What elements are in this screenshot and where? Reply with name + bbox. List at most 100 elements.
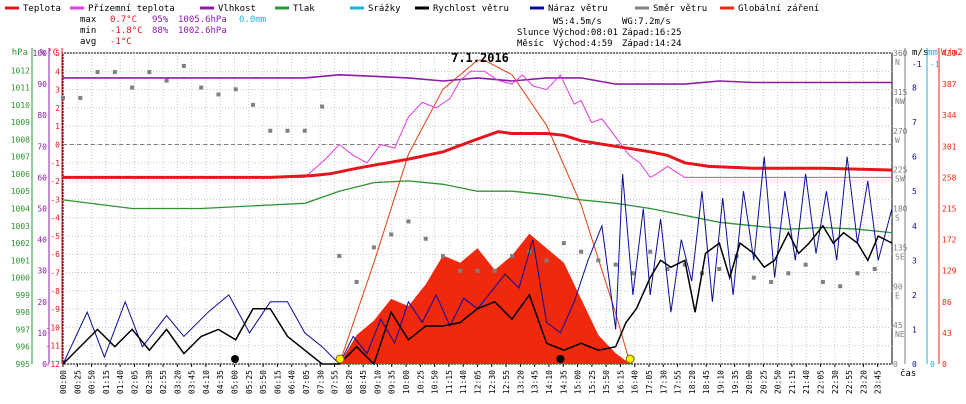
y-tick-label: 1008 [11, 135, 30, 144]
x-tick-label: 17:55 [674, 370, 683, 394]
info-moon-set: Západ:14:24 [622, 39, 682, 49]
wind-tick-label: 2 [912, 291, 917, 300]
legend-label: Přízemní teplota [88, 4, 175, 14]
x-tick-label: 01:15 [102, 370, 111, 394]
axis-unit-ms: m/s [912, 48, 928, 58]
legend-label: Globální záření [738, 4, 819, 14]
axis-unit-wm2: W/m2 [941, 48, 963, 58]
wind-direction-point [786, 271, 791, 276]
wind-direction-point [233, 87, 238, 92]
y-tick-label: 1010 [11, 101, 30, 110]
y-tick-label: 1000 [11, 274, 30, 283]
y-tick-label: 70 [37, 142, 47, 151]
dir-tick-label: 90 [893, 282, 903, 291]
series-humidity [63, 73, 892, 85]
wind-direction-point [164, 78, 169, 83]
x-tick-label: 18:20 [688, 370, 697, 394]
x-tick-label: 13:20 [516, 370, 525, 394]
wind-direction-point [250, 102, 255, 107]
rad-tick-label: 172 [942, 236, 957, 245]
dir-tick-dir: NE [895, 330, 905, 339]
x-tick-label: 16:40 [631, 370, 640, 394]
y-tick-label: -5 [50, 232, 60, 241]
x-tick-label: 13:45 [531, 370, 540, 394]
y-tick-label: -2 [50, 177, 60, 186]
x-tick-label: 03:45 [188, 370, 197, 394]
x-tick-label: 21:15 [788, 370, 797, 394]
x-tick-label: 14:35 [559, 370, 568, 394]
sun-marker [335, 354, 345, 364]
dir-tick-label: 135 [893, 243, 908, 252]
stat-humidity: 88% [152, 26, 169, 36]
info-sun-label: Slunce [517, 28, 550, 38]
wind-direction-point [199, 85, 204, 90]
wind-direction-point [803, 262, 808, 267]
stat-label: max [80, 15, 97, 25]
y-tick-label: 2 [55, 104, 60, 113]
rad-tick-label: 430 [942, 49, 957, 58]
y-tick-label: 1003 [11, 222, 30, 231]
x-tick-label: 00:00 [59, 370, 68, 394]
x-tick-label: 12:05 [474, 370, 483, 394]
wind-tick-label: 0 [912, 360, 917, 369]
rad-tick-label: 301 [942, 142, 957, 151]
dir-tick-label: 270 [893, 127, 908, 136]
y-tick-label: 10 [37, 329, 47, 338]
x-tick-label: 09:10 [373, 370, 382, 394]
y-tick-label: -6 [50, 250, 60, 259]
x-tick-label: 20:00 [745, 370, 754, 394]
dir-tick-dir: NW [895, 97, 905, 106]
x-tick-label: 05:00 [231, 370, 240, 394]
x-tick-label: 22:55 [845, 370, 854, 394]
wind-direction-point [769, 279, 774, 284]
y-tick-label: 1007 [11, 153, 30, 162]
wind-direction-point [630, 271, 635, 276]
dir-tick-dir: N [895, 58, 900, 67]
stat-rain: 0.0mm [239, 15, 266, 25]
x-tick-label: 04:35 [216, 370, 225, 394]
rad-tick-label: 344 [942, 111, 957, 120]
stat-label: min [80, 26, 96, 36]
wind-direction-point [147, 70, 152, 75]
axis-unit-left: % [40, 48, 46, 58]
wind-direction-point [285, 128, 290, 133]
info-ws: WS:4.5m/s [553, 17, 602, 27]
y-tick-label: -4 [50, 214, 60, 223]
wind-direction-point [820, 279, 825, 284]
stat-temp: -1.8°C [110, 26, 143, 36]
info-sun-rise: Východ:08:01 [553, 28, 618, 38]
dir-tick-dir: SE [895, 252, 905, 261]
y-tick-label: 1012 [11, 66, 30, 75]
dir-tick-label: 225 [893, 166, 908, 175]
dir-tick-dir: E [895, 291, 900, 300]
x-tick-label: 20:50 [774, 370, 783, 394]
rad-tick-label: 129 [942, 267, 957, 276]
x-tick-label: 08:20 [345, 370, 354, 394]
dir-tick-dir: SW [895, 175, 905, 184]
wind-direction-point [855, 271, 860, 276]
y-tick-label: 1005 [11, 187, 30, 196]
legend-label: Vlhkost [218, 4, 256, 14]
legend-label: Tlak [293, 4, 315, 14]
wind-direction-point [181, 63, 186, 68]
y-tick-label: 30 [37, 267, 47, 276]
x-tick-label: 07:30 [316, 370, 325, 394]
y-tick-label: -11 [46, 342, 61, 351]
y-tick-label: 997 [16, 325, 31, 334]
x-tick-label: 15:50 [602, 370, 611, 394]
x-tick-label: 02:55 [159, 370, 168, 394]
x-tick-label: 10:25 [416, 370, 425, 394]
x-tick-label: 00:25 [73, 370, 82, 394]
x-tick-label: 15:00 [574, 370, 583, 394]
y-tick-label: 998 [16, 308, 31, 317]
y-tick-label: 1011 [11, 84, 30, 93]
wind-direction-point [648, 249, 653, 254]
x-tick-label: 02:30 [145, 370, 154, 394]
wind-direction-point [130, 85, 135, 90]
wind-direction-point [302, 128, 307, 133]
y-tick-label: -10 [46, 323, 61, 332]
series-wind-gust [62, 156, 893, 365]
y-tick-label: 90 [37, 80, 47, 89]
